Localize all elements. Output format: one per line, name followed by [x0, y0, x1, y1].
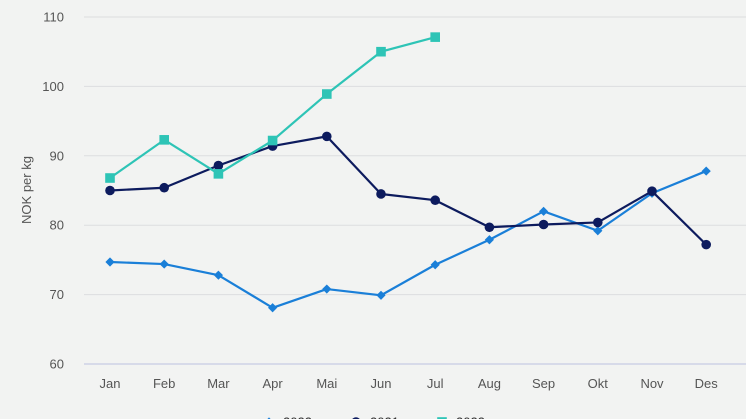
legend-label: 2023	[456, 415, 485, 419]
data-point-2021	[430, 195, 441, 206]
data-point-2021	[213, 160, 224, 171]
data-point-2022	[376, 290, 386, 300]
legend: 2022 2021 2023	[267, 415, 485, 419]
legend-marker	[437, 417, 447, 419]
y-tick-label: 80	[50, 218, 64, 233]
x-tick-label: Feb	[153, 376, 175, 391]
series-layer	[105, 32, 711, 313]
data-point-2023	[213, 169, 224, 179]
data-point-2022	[593, 226, 603, 236]
x-tick-label: Mai	[316, 376, 337, 391]
data-point-2021	[376, 189, 386, 199]
data-point-2022	[268, 303, 278, 313]
x-tick-label: Jul	[427, 376, 444, 391]
series-line-2021	[109, 135, 707, 246]
y-tick-label: 60	[50, 357, 64, 372]
series-line-2023	[109, 36, 436, 179]
data-point-2021	[647, 186, 657, 196]
data-point-2021	[484, 222, 495, 233]
series-line-2022	[109, 170, 707, 309]
y-axis-title: NOK per kg	[19, 156, 34, 224]
data-point-2023	[267, 135, 278, 146]
x-tick-label: Aug	[478, 376, 501, 391]
data-point-2023	[322, 89, 332, 99]
x-tick-label: Okt	[588, 376, 609, 391]
grid-lines	[84, 16, 746, 296]
y-tick-label: 70	[50, 287, 64, 302]
data-point-2023	[105, 173, 115, 183]
legend-item-2021: 2021	[352, 415, 399, 419]
data-point-2022	[701, 166, 711, 176]
data-point-2021	[322, 131, 332, 142]
data-point-2021	[538, 219, 549, 230]
x-tick-label: Sep	[532, 376, 555, 391]
data-point-2022	[539, 206, 549, 216]
x-axis-ticks: Jan Feb Mar Apr Mai Jun Jul Aug Sep Okt Nov Des	[100, 376, 719, 391]
y-tick-label: 90	[50, 148, 64, 163]
legend-item-2023: 2023	[437, 415, 485, 419]
data-point-2023	[430, 32, 440, 42]
y-tick-label: 110	[43, 10, 64, 25]
legend-label: 2022	[283, 415, 312, 419]
series-2022	[105, 166, 711, 313]
x-tick-label: Des	[695, 376, 719, 391]
y-axis-ticks: 60 70 80 90 100 110	[42, 10, 64, 372]
data-point-2022	[322, 284, 332, 294]
legend-label: 2021	[370, 415, 399, 419]
data-point-2021	[593, 217, 603, 228]
x-tick-label: Mar	[207, 376, 230, 391]
data-point-2022	[105, 257, 115, 267]
x-tick-label: Jan	[100, 376, 121, 391]
x-tick-label: Apr	[262, 376, 283, 391]
data-point-2022	[213, 270, 223, 280]
data-point-2021	[159, 182, 169, 193]
data-point-2022	[159, 259, 169, 269]
y-tick-label: 100	[42, 79, 64, 94]
series-2021	[105, 131, 711, 250]
data-point-2023	[376, 46, 386, 57]
series-2023	[105, 32, 440, 183]
data-point-2021	[105, 185, 115, 196]
data-point-2022	[484, 235, 494, 245]
legend-item-2022: 2022	[267, 415, 312, 419]
data-point-2021	[701, 239, 711, 250]
x-tick-label: Jun	[371, 376, 392, 391]
data-point-2022	[430, 260, 440, 270]
x-tick-label: Nov	[640, 376, 664, 391]
data-point-2023	[159, 135, 169, 145]
